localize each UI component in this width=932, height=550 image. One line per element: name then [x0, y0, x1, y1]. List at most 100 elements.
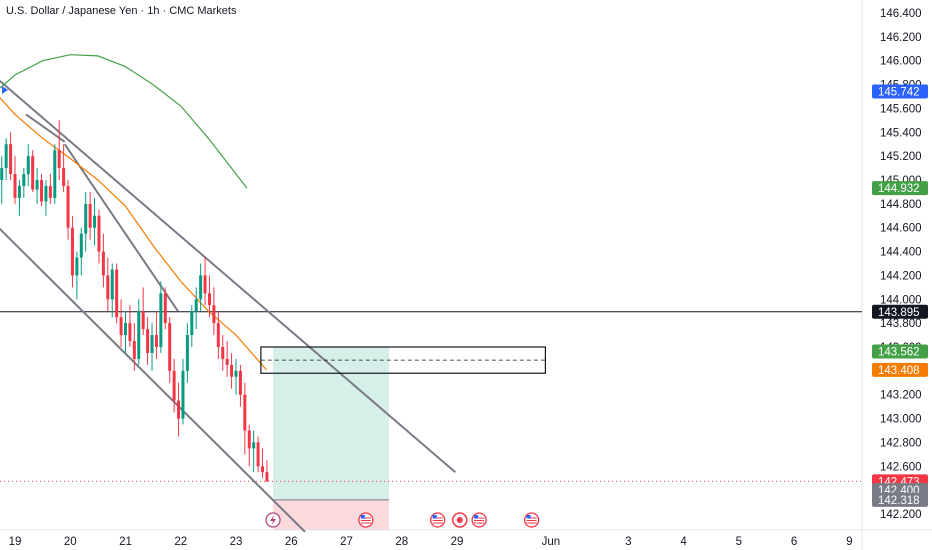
y-tick-label: 144.800: [880, 199, 922, 211]
y-tick-label: 143.000: [880, 414, 922, 426]
us-flag-icon[interactable]: [471, 512, 487, 528]
y-tick-label: 144.400: [880, 247, 922, 259]
candle-body: [70, 227, 74, 276]
trend-line-1[interactable]: [0, 219, 306, 533]
candle-body: [110, 269, 114, 300]
candle-body: [79, 233, 83, 258]
x-tick-label: 9: [846, 536, 852, 548]
moving-average-line-0: [0, 54, 248, 189]
candle-body: [154, 335, 158, 347]
price-badge[interactable]: [872, 362, 928, 377]
y-tick-label: 146.200: [880, 32, 922, 44]
chart-lines-layer: [0, 54, 862, 533]
price-badge-label: 144.932: [878, 183, 920, 195]
y-tick-label: 142.600: [880, 461, 922, 473]
candle-body: [53, 150, 57, 198]
lightning-icon[interactable]: [265, 512, 281, 528]
trend-line-2[interactable]: [25, 113, 66, 143]
candle-body: [212, 305, 216, 324]
x-tick-label: 28: [395, 536, 408, 548]
trend-line-0[interactable]: [0, 73, 456, 474]
candle-body: [22, 174, 26, 186]
candle-body: [203, 275, 207, 294]
candle-body: [190, 311, 194, 336]
candle-body: [35, 180, 39, 190]
candle-body: [75, 257, 79, 276]
flag-canton: [526, 515, 531, 519]
candle-body: [216, 323, 220, 347]
us-flag-icon[interactable]: [430, 512, 446, 528]
candle-body: [234, 370, 238, 377]
candle-body: [137, 311, 141, 359]
price-badge[interactable]: [872, 492, 928, 507]
y-tick-label: 145.600: [880, 103, 922, 115]
candle-body: [230, 364, 234, 377]
candle-body: [168, 323, 172, 371]
x-tick-label: 3: [625, 536, 631, 548]
position-profit-zone[interactable]: [273, 347, 390, 500]
series-marker-icon: [2, 86, 8, 94]
candle-body: [247, 430, 251, 449]
y-tick-label: 144.000: [880, 294, 922, 306]
x-tick-label: Jun: [542, 536, 561, 548]
x-tick-label: 27: [340, 536, 353, 548]
us-flag-icon[interactable]: [523, 512, 540, 528]
candle-body: [194, 299, 198, 312]
chart-title: U.S. Dollar / Japanese Yen · 1h · CMC Ma…: [6, 5, 237, 17]
candle-body: [62, 168, 66, 186]
y-tick-label: 146.400: [880, 8, 922, 20]
y-tick-label: 144.200: [880, 270, 922, 282]
price-badge[interactable]: [872, 344, 928, 359]
candle-body: [97, 215, 101, 252]
y-tick-label: 145.400: [880, 127, 922, 139]
candle-body: [31, 156, 35, 190]
x-tick-label: 19: [9, 536, 22, 548]
y-tick-label: 142.200: [880, 509, 922, 521]
moving-average-line-1: [0, 97, 267, 371]
candle-body: [57, 150, 61, 169]
candle-body: [119, 317, 123, 336]
events-layer[interactable]: [265, 512, 540, 528]
event-icon-bolt: [270, 515, 277, 525]
candle-body: [159, 293, 163, 347]
candle-body: [181, 370, 185, 419]
price-axis[interactable]: 146.400146.200146.000145.800145.600145.4…: [872, 8, 928, 521]
candle-body: [163, 293, 167, 324]
candle-body: [84, 203, 88, 234]
position-loss-zone[interactable]: [273, 499, 390, 530]
price-badge[interactable]: [872, 181, 928, 196]
candles-layer: [0, 120, 269, 482]
candle-body: [93, 215, 97, 228]
price-badge-label: 145.742: [878, 86, 920, 98]
y-tick-label: 143.800: [880, 318, 922, 330]
price-badge[interactable]: [872, 304, 928, 319]
y-tick-label: 144.600: [880, 223, 922, 235]
price-badge[interactable]: [872, 84, 928, 99]
price-badge-label: 143.562: [878, 347, 920, 359]
y-tick-label: 146.000: [880, 56, 922, 68]
event-icon-dot: [456, 517, 463, 523]
x-tick-label: 6: [791, 536, 797, 548]
x-tick-label: 21: [119, 536, 132, 548]
candle-body: [185, 335, 189, 371]
time-axis[interactable]: 19 20 21 22 23 26 27 28 29 Jun 3 4 5 6 9: [9, 536, 853, 548]
y-tick-label: 145.200: [880, 151, 922, 163]
trend-line-3[interactable]: [63, 143, 179, 312]
candle-body: [238, 370, 242, 395]
candle-body: [221, 347, 225, 359]
candle-body: [128, 323, 132, 342]
candle-body: [44, 185, 48, 202]
candle-body: [172, 370, 176, 401]
x-tick-label: 5: [736, 536, 742, 548]
chart-areas-layer: [273, 347, 390, 530]
candle-body: [252, 442, 256, 449]
red-dot-icon[interactable]: [452, 512, 468, 528]
candle-body: [141, 311, 145, 330]
candle-body: [199, 275, 203, 300]
candle-body: [106, 275, 110, 300]
flag-canton: [360, 515, 365, 519]
us-flag-icon[interactable]: [358, 512, 374, 528]
price-badge-label: 143.408: [878, 365, 920, 377]
